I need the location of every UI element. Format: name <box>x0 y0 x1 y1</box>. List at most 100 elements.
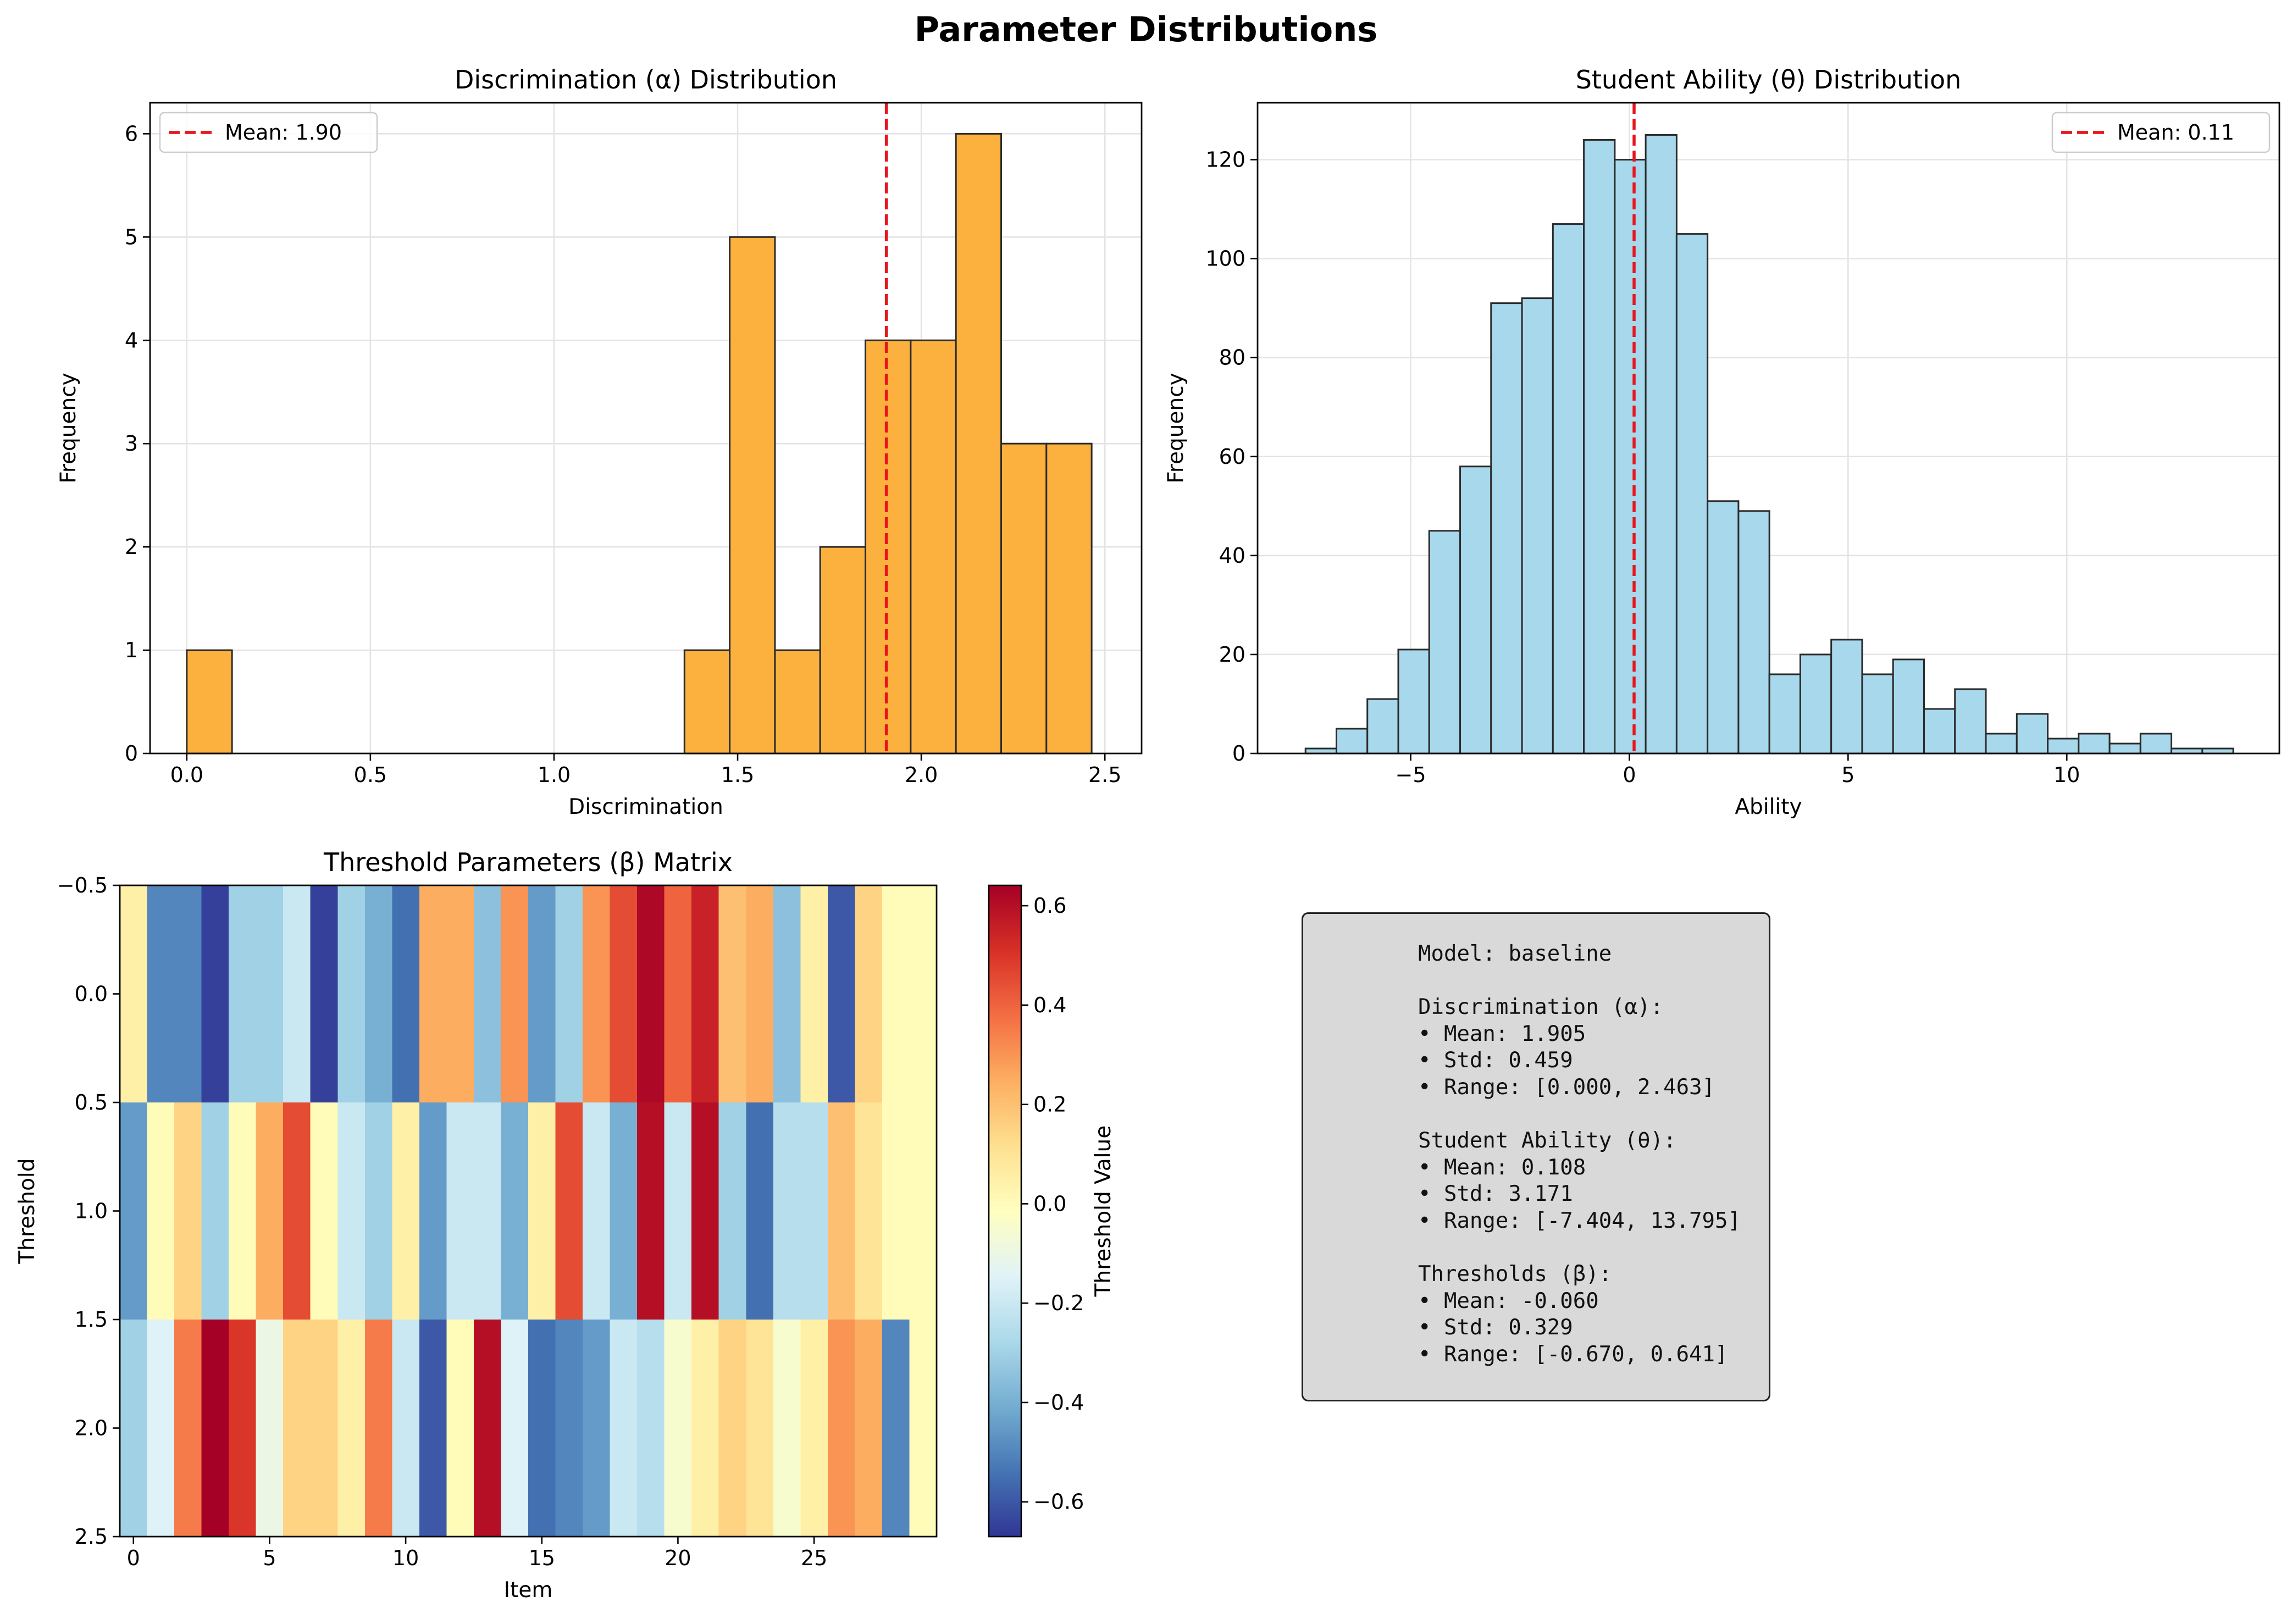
heatmap-cell <box>637 1320 665 1537</box>
heatmap-cell <box>229 885 257 1103</box>
heatmap-cell <box>419 1320 447 1537</box>
histogram-bar <box>1707 500 1740 755</box>
histogram-bar <box>2139 733 2173 755</box>
y-tick-label: 20 <box>1219 642 1245 667</box>
heatmap-cell <box>664 885 692 1103</box>
heatmap-cell <box>310 1102 338 1320</box>
heatmap-cell <box>446 885 474 1103</box>
heatmap-cell <box>120 1320 148 1537</box>
colorbar-tick-label: 0.4 <box>1033 993 1066 1017</box>
stats-line: • Range: [0.000, 2.463] <box>1418 1074 1715 1100</box>
stats-line: • Range: [-7.404, 13.795] <box>1418 1208 1741 1233</box>
heatmap-cell <box>800 1320 828 1537</box>
colorbar <box>988 884 1022 1538</box>
x-tick-label: 20 <box>665 1546 691 1570</box>
y-tick-label: 1 <box>125 638 138 662</box>
colorbar-tick-label: 0.0 <box>1033 1191 1066 1216</box>
heatmap-cell <box>147 1320 175 1537</box>
heatmap-cell <box>718 1102 746 1320</box>
heatmap-cell <box>446 1320 474 1537</box>
stats-text: Model: baseline Discrimination (α): • Me… <box>1418 941 1741 1368</box>
heatmap-cell <box>528 1320 556 1537</box>
heatmap-cell <box>882 1320 910 1537</box>
heatmap-cell <box>120 1102 148 1320</box>
y-tick-label: 80 <box>1219 346 1245 370</box>
heatmap-cell <box>773 1320 801 1537</box>
histogram-bar <box>683 649 731 755</box>
histogram-bar <box>1923 708 1956 755</box>
colorbar-label: Threshold Value <box>1091 1126 1116 1298</box>
legend-box <box>159 112 378 153</box>
y-tick-label: −0.5 <box>57 873 108 897</box>
heatmap-cell <box>229 1320 257 1537</box>
histogram-bar <box>2016 713 2049 755</box>
heatmap-cell <box>201 1320 229 1537</box>
heatmap-cell <box>310 885 338 1103</box>
histogram-bar <box>1861 673 1894 755</box>
heatmap-cell <box>827 1320 855 1537</box>
stats-line: • Std: 0.459 <box>1418 1048 1573 1073</box>
heatmap-cell <box>555 885 583 1103</box>
histogram-bar <box>1645 134 1678 755</box>
x-tick-label: 1.0 <box>538 763 571 787</box>
x-tick-label: 25 <box>801 1546 827 1570</box>
x-tick-label: 15 <box>529 1546 555 1570</box>
stats-line: • Std: 3.171 <box>1418 1182 1573 1207</box>
legend-label: Mean: 0.11 <box>2117 120 2234 145</box>
heatmap-cell <box>909 1320 937 1537</box>
x-tick-label: 10 <box>2053 763 2080 787</box>
y-tick-label: 120 <box>1205 148 1245 172</box>
x-axis-label: Discrimination <box>568 795 723 819</box>
heatmap-cell <box>746 1102 774 1320</box>
heatmap-cell <box>229 1102 257 1320</box>
histogram-bar <box>1737 510 1770 755</box>
legend-label: Mean: 1.90 <box>225 120 342 145</box>
heatmap-cell <box>256 1102 284 1320</box>
heatmap-cell <box>501 1102 529 1320</box>
histogram-bar <box>1830 639 1863 755</box>
heatmap-cell <box>718 1320 746 1537</box>
heatmap-cell <box>473 1102 502 1320</box>
heatmap-cell <box>691 885 719 1103</box>
heatmap-cell <box>909 885 937 1103</box>
histogram-bar <box>1799 653 1833 755</box>
histogram-bar <box>1335 728 1369 755</box>
histogram-bar <box>2047 738 2080 755</box>
y-tick-label: 0 <box>125 741 138 766</box>
x-tick-label: 1.5 <box>721 763 754 787</box>
heatmap-cell <box>419 885 447 1103</box>
x-tick-label: 5 <box>1841 763 1854 787</box>
heatmap-cell <box>174 885 202 1103</box>
y-axis-label: Frequency <box>56 373 81 483</box>
heatmap-cell <box>800 885 828 1103</box>
heatmap-cell <box>392 885 420 1103</box>
x-axis-label: Ability <box>1735 795 1802 819</box>
y-tick-label: 1.0 <box>75 1199 108 1223</box>
colorbar-tick-label: −0.2 <box>1033 1291 1084 1315</box>
heatmap-cell <box>147 1102 175 1320</box>
heatmap-cell <box>610 1320 638 1537</box>
stats-line: • Std: 0.329 <box>1418 1315 1573 1340</box>
y-tick-label: 100 <box>1205 247 1245 271</box>
histogram-bar <box>1985 733 2018 755</box>
x-tick-label: 0.5 <box>354 763 387 787</box>
heatmap-cell <box>718 885 746 1103</box>
histogram-bar <box>729 236 776 755</box>
heatmap-cell <box>583 1320 611 1537</box>
heatmap-cell <box>610 885 638 1103</box>
x-tick-label: 10 <box>392 1546 419 1570</box>
heatmap-cell <box>174 1320 202 1537</box>
heatmap-cell <box>691 1102 719 1320</box>
legend-box <box>2051 112 2271 153</box>
y-tick-label: 40 <box>1219 544 1245 568</box>
histogram-bar <box>1397 649 1430 755</box>
heatmap-cell <box>256 1320 284 1537</box>
heatmap-cell <box>746 1320 774 1537</box>
heatmap-cell <box>446 1102 474 1320</box>
heatmap-cell <box>364 885 392 1103</box>
stats-line: Discrimination (α): <box>1418 995 1664 1020</box>
heatmap-cell <box>419 1102 447 1320</box>
heatmap-cell <box>283 1320 311 1537</box>
panel-title: Threshold Parameters (β) Matrix <box>323 847 733 877</box>
